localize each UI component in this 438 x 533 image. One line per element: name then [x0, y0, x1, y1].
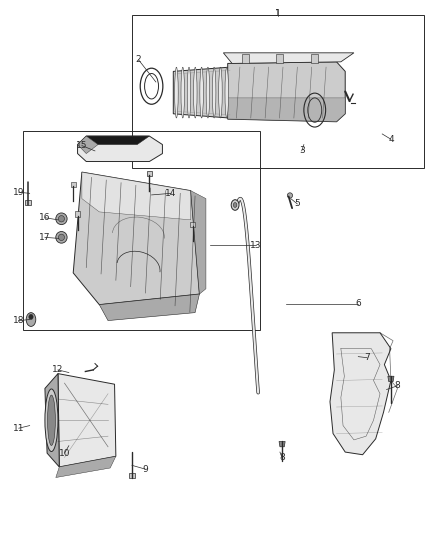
Polygon shape	[279, 441, 285, 447]
Polygon shape	[191, 191, 206, 294]
Text: 12: 12	[52, 366, 64, 374]
Ellipse shape	[56, 213, 67, 224]
Polygon shape	[228, 98, 345, 122]
Ellipse shape	[26, 313, 36, 326]
Text: 16: 16	[39, 213, 51, 222]
Text: 13: 13	[250, 241, 262, 250]
Text: 18: 18	[13, 316, 25, 325]
Ellipse shape	[58, 216, 64, 222]
Ellipse shape	[200, 67, 203, 118]
Bar	[71, 182, 76, 188]
Text: 9: 9	[142, 465, 148, 473]
Ellipse shape	[45, 389, 58, 451]
Polygon shape	[223, 53, 354, 63]
Bar	[242, 54, 249, 63]
Ellipse shape	[206, 67, 210, 118]
Text: 6: 6	[355, 299, 361, 308]
Ellipse shape	[194, 67, 197, 118]
Ellipse shape	[233, 203, 237, 207]
Ellipse shape	[225, 67, 229, 118]
Text: 5: 5	[294, 199, 300, 208]
Text: 1: 1	[275, 9, 281, 18]
Ellipse shape	[175, 67, 178, 118]
Polygon shape	[99, 294, 199, 320]
Polygon shape	[82, 172, 191, 220]
Ellipse shape	[29, 314, 33, 319]
Polygon shape	[58, 374, 116, 467]
Text: 15: 15	[76, 141, 88, 150]
Ellipse shape	[58, 234, 64, 240]
Text: 7: 7	[364, 353, 370, 362]
Text: 11: 11	[13, 424, 25, 433]
Text: 2: 2	[136, 55, 141, 64]
Ellipse shape	[287, 193, 293, 198]
Ellipse shape	[181, 67, 184, 118]
Polygon shape	[45, 374, 59, 467]
Text: 17: 17	[39, 233, 51, 242]
Ellipse shape	[219, 67, 222, 118]
Text: 14: 14	[166, 189, 177, 198]
Bar	[129, 473, 135, 478]
Bar	[147, 171, 152, 176]
Polygon shape	[86, 136, 149, 144]
Bar	[276, 54, 283, 63]
Ellipse shape	[187, 67, 191, 118]
Polygon shape	[388, 376, 394, 382]
Polygon shape	[56, 456, 116, 478]
Text: 8: 8	[279, 453, 285, 462]
Polygon shape	[73, 172, 199, 305]
Bar	[311, 54, 318, 63]
Bar	[132, 14, 424, 168]
Text: 8: 8	[395, 381, 400, 390]
Text: 1: 1	[275, 9, 281, 18]
Polygon shape	[78, 136, 98, 154]
Ellipse shape	[47, 395, 55, 446]
Ellipse shape	[212, 67, 216, 118]
Polygon shape	[78, 136, 162, 161]
Polygon shape	[173, 67, 230, 118]
Ellipse shape	[231, 200, 239, 211]
Polygon shape	[330, 333, 391, 455]
Text: 4: 4	[388, 135, 394, 144]
Text: 19: 19	[13, 188, 25, 197]
Ellipse shape	[56, 231, 67, 243]
Text: 3: 3	[299, 147, 304, 156]
Bar	[23, 131, 260, 330]
Bar	[25, 200, 32, 205]
Bar	[190, 222, 195, 227]
Polygon shape	[228, 62, 345, 122]
Bar	[75, 212, 80, 216]
Text: 10: 10	[59, 449, 70, 458]
